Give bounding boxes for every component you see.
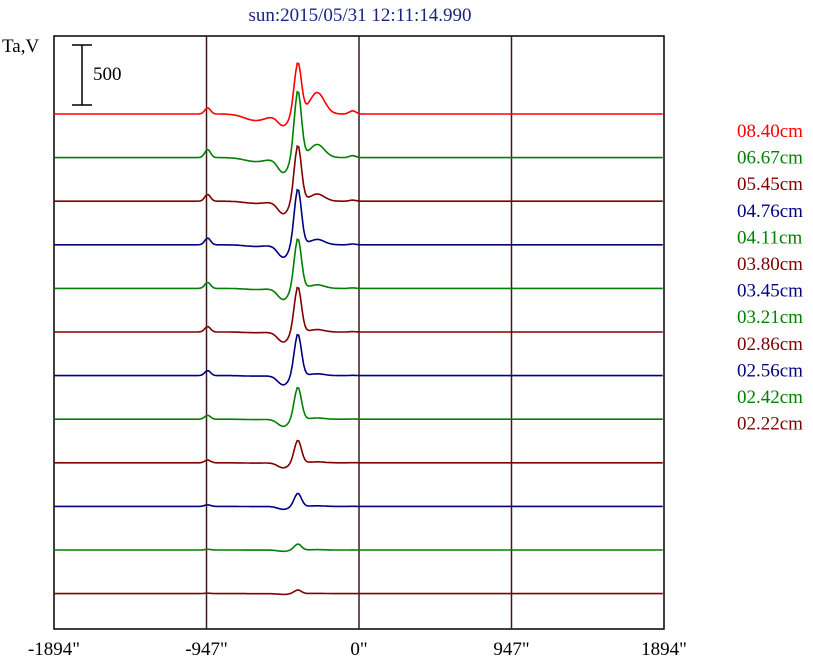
legend-entry-6: 03.45cm (737, 281, 803, 302)
series-line-03.45cm (54, 333, 663, 386)
series-line-04.76cm (54, 188, 663, 259)
x-tick-label-2: 0" (350, 639, 367, 660)
legend-entry-9: 02.56cm (737, 360, 803, 381)
legend-entry-4: 04.11cm (737, 227, 802, 248)
legend-entry-0: 08.40cm (737, 121, 803, 142)
series-line-02.56cm (54, 492, 663, 511)
series-line-02.42cm (54, 543, 663, 553)
series-line-03.80cm (54, 286, 663, 343)
x-tick-label-1: -947" (185, 639, 228, 660)
series-line-02.22cm (54, 589, 663, 596)
legend-entry-3: 04.76cm (737, 201, 803, 222)
legend-entry-7: 03.21cm (737, 307, 803, 328)
legend-entry-2: 05.45cm (737, 174, 803, 195)
legend-entry-10: 02.42cm (737, 387, 803, 408)
series-line-02.86cm (54, 439, 663, 469)
x-tick-labels: -1894" -947" 0" 947" 1894" (28, 639, 687, 660)
legend: 08.40cm 06.67cm 05.45cm 04.76cm 04.11cm 03.80… (737, 121, 803, 435)
scale-bar: 500 (72, 44, 122, 106)
series-line-03.21cm (54, 386, 663, 428)
series-line-05.45cm (54, 145, 663, 215)
x-tick-label-0: -1894" (28, 639, 80, 660)
legend-entry-5: 03.80cm (737, 254, 803, 275)
series-line-08.40cm (54, 62, 663, 127)
legend-entry-8: 02.86cm (737, 334, 803, 355)
y-axis-label: Ta,V (2, 36, 39, 57)
x-tick-label-4: 1894" (641, 639, 687, 660)
series-line-06.67cm (54, 90, 663, 174)
x-tick-label-3: 947" (493, 639, 529, 660)
chart-title: sun:2015/05/31 12:11:14.990 (248, 5, 471, 26)
scale-bar-label: 500 (93, 64, 122, 85)
series-group (54, 62, 663, 596)
legend-entry-11: 02.22cm (737, 414, 803, 435)
series-line-04.11cm (54, 238, 663, 301)
legend-entry-1: 06.67cm (737, 148, 803, 169)
